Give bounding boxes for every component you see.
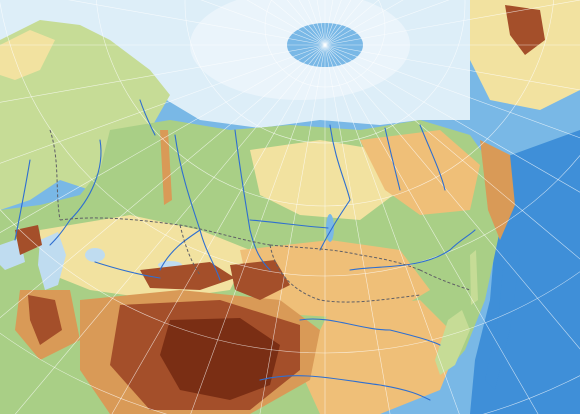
river-angara bbox=[249, 219, 329, 229]
parallel-line bbox=[264, 0, 386, 88]
border-russia-mongolia bbox=[269, 244, 421, 271]
border-russia-china bbox=[419, 269, 471, 291]
parallel-line bbox=[96, 0, 554, 207]
meridian-line bbox=[324, 44, 580, 91]
river-yangtze bbox=[259, 375, 431, 401]
meridian-line bbox=[324, 0, 580, 46]
river-syr-darya bbox=[94, 261, 161, 279]
altai-mountains bbox=[230, 260, 290, 300]
meridian-line bbox=[68, 0, 326, 46]
parallel-line bbox=[0, 208, 580, 354]
caucasus bbox=[15, 225, 42, 255]
meridian-line bbox=[324, 44, 580, 193]
meridian-line bbox=[0, 44, 326, 233]
river-volga bbox=[49, 139, 102, 246]
iran-mountains bbox=[28, 295, 62, 345]
meridian-line bbox=[324, 44, 391, 414]
meridian-line bbox=[324, 44, 539, 414]
meridian-line bbox=[111, 44, 326, 414]
meridian-line bbox=[324, 44, 460, 414]
caspian-sea bbox=[38, 232, 66, 290]
rivers bbox=[14, 99, 476, 401]
river-amur bbox=[349, 229, 476, 271]
river-pechora bbox=[139, 99, 156, 136]
parallel-line bbox=[184, 0, 466, 144]
sakhalin bbox=[470, 250, 478, 305]
meridian-line bbox=[0, 44, 326, 103]
river-yenisei bbox=[234, 129, 271, 271]
aral-sea bbox=[85, 248, 105, 262]
ural-mountains bbox=[160, 130, 172, 205]
meridian-line bbox=[0, 44, 326, 164]
river-irtysh bbox=[159, 229, 201, 271]
meridian-line bbox=[324, 44, 580, 139]
border-mongolia-china bbox=[269, 244, 421, 303]
border-russia-kazakhstan bbox=[59, 217, 271, 246]
meridian-line bbox=[14, 44, 326, 414]
meridian-line bbox=[190, 44, 326, 414]
river-yellow bbox=[299, 318, 441, 346]
river-indigirka bbox=[384, 127, 401, 191]
borders bbox=[49, 129, 471, 303]
scandinavia-upland bbox=[0, 30, 55, 80]
himalaya-peaks bbox=[160, 318, 280, 400]
parallel-line bbox=[0, 1, 580, 277]
japan-honshu bbox=[435, 310, 470, 375]
meridian-line bbox=[324, 44, 580, 350]
alaska-mountains bbox=[505, 5, 545, 55]
river-kolyma bbox=[419, 124, 446, 191]
meridian-line bbox=[324, 44, 580, 260]
river-lena bbox=[319, 124, 351, 251]
meridian-line bbox=[0, 44, 326, 319]
tian-shan bbox=[140, 262, 235, 290]
meridian-line bbox=[259, 44, 326, 414]
pacific-trench bbox=[485, 250, 520, 390]
border-europe bbox=[49, 129, 61, 221]
river-dnieper bbox=[14, 159, 31, 241]
